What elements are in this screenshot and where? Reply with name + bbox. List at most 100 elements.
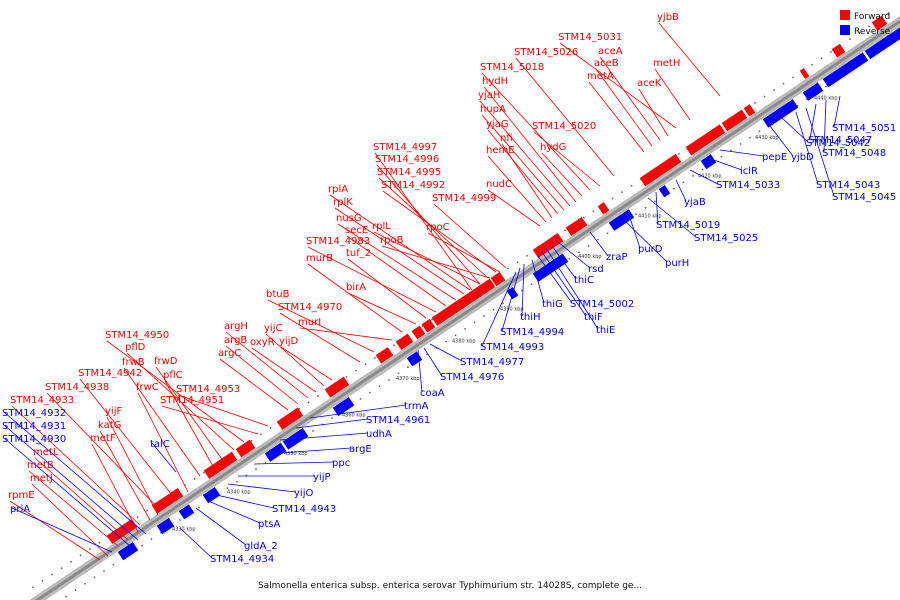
forward-gene-label: yjbB [657, 12, 679, 23]
forward-leader-line [9, 500, 101, 561]
reverse-leader-line [265, 447, 352, 455]
track-dot [393, 344, 395, 346]
track-dot [103, 570, 105, 572]
forward-leader-line [106, 340, 245, 443]
track-dot [236, 480, 238, 483]
track-dot [644, 206, 647, 209]
forward-leader-line [265, 333, 325, 387]
track-dot [312, 429, 314, 432]
forward-gene-label: metH [653, 58, 680, 69]
track-dot [388, 378, 390, 381]
reverse-gene-label: yjaB [684, 197, 706, 208]
forward-leader-line [79, 378, 177, 501]
track-dot [364, 363, 367, 366]
reverse-gene-label: thiH [520, 312, 541, 323]
reverse-gene-block [202, 486, 221, 504]
reverse-gene-label: STM14_4932 [2, 408, 66, 419]
track-dot [146, 509, 148, 512]
track-dot [526, 254, 528, 257]
reverse-gene-block [178, 504, 195, 520]
track-dot [521, 289, 523, 292]
track-dot [84, 582, 86, 585]
forward-gene-block [213, 451, 238, 473]
forward-gene-block [411, 325, 426, 340]
reverse-leader-line [481, 271, 517, 347]
forward-gene-label: STM14_4983 [306, 236, 370, 247]
reverse-gene-label: STM14_5002 [570, 299, 634, 310]
forward-gene-label: btuB [266, 289, 290, 300]
reverse-gene-block [332, 397, 355, 417]
kbp-ticks: 4330 kbp 4340 kbp 4350 kbp 4360 kbp 4370 kbp… [172, 96, 838, 533]
track-dot [483, 315, 485, 318]
reverse-leader-line [295, 418, 369, 429]
reverse-leader-line [833, 95, 841, 128]
forward-leader-line [28, 470, 119, 547]
tick-label: 4370 kbp [396, 376, 420, 382]
reverse-leader-line [521, 263, 525, 317]
forward-gene-block [721, 109, 748, 132]
forward-gene-block [743, 104, 756, 117]
tick-label: 4350 kbp [284, 451, 308, 457]
forward-gene-label: frwD [154, 356, 178, 367]
track-dot [583, 216, 585, 219]
track-dot [369, 391, 371, 394]
tick-label: 4440 kbp [814, 96, 838, 102]
reverse-leader-line [719, 149, 765, 157]
track-dot [112, 563, 115, 566]
reverse-gene-block [658, 185, 671, 198]
reverse-gene-label: STM14_5043 [816, 180, 880, 191]
track-dot [260, 433, 262, 436]
forward-leader-line [99, 430, 151, 521]
track-dot [198, 506, 200, 509]
forward-gene-label: metB [27, 460, 54, 471]
track-dot [701, 168, 704, 171]
forward-gene-block [324, 376, 350, 398]
forward-gene-label: STM14_4997 [373, 142, 437, 153]
track-dot [193, 478, 196, 480]
track-dot [70, 560, 72, 563]
reverse-gene-label: STM14_4931 [2, 421, 66, 432]
reverse-leader-line [309, 404, 407, 419]
track-dot [678, 152, 680, 155]
forward-gene-label: murI [298, 317, 321, 328]
tick-label: 4340 kbp [227, 489, 251, 495]
forward-leader-line [11, 405, 141, 526]
forward-leader-line [299, 327, 393, 341]
forward-leader-line [533, 131, 601, 187]
reverse-gene-block [264, 442, 287, 462]
reverse-genes [117, 27, 900, 561]
reverse-gene-label: STM14_4930 [2, 434, 66, 445]
reverse-leader-line [805, 107, 835, 197]
forward-gene-label: STM14_5026 [514, 47, 578, 58]
track-dot [692, 174, 694, 177]
track-dot [269, 427, 272, 429]
forward-leader-line [307, 246, 437, 313]
reverse-leader-line [707, 157, 743, 171]
forward-gene-label: metJ [30, 473, 53, 484]
forward-leader-line [164, 380, 215, 469]
track-dot [136, 516, 139, 519]
forward-leader-line [559, 42, 677, 129]
track-dot [887, 12, 889, 15]
forward-leader-line [541, 152, 583, 197]
track-dot [51, 573, 53, 576]
forward-gene-block [235, 439, 256, 458]
track-dot [359, 398, 362, 400]
reverse-leader-line [195, 507, 247, 546]
reverse-gene-block [117, 541, 139, 561]
forward-leader-line [487, 155, 547, 223]
forward-leader-line [487, 189, 541, 227]
track-dot [773, 89, 775, 92]
reverse-gene-label: yjbD [791, 152, 814, 163]
reverse-leader-line [423, 347, 443, 377]
forward-leader-line [515, 57, 615, 177]
forward-gene-block [375, 347, 394, 364]
reverse-gene-block [156, 517, 175, 535]
forward-leader-line [381, 245, 491, 279]
track-dot [635, 213, 637, 216]
forward-leader-line [251, 347, 317, 393]
reverse-leader-line [809, 103, 817, 140]
reverse-leader-line [689, 169, 719, 185]
track-dot [611, 197, 614, 200]
